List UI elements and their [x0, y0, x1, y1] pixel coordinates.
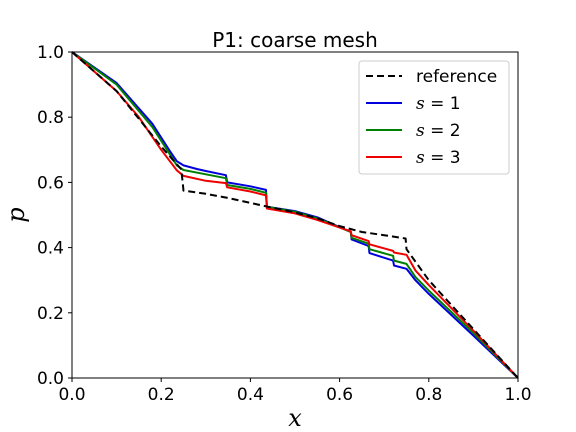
y-tick-label: 1.0 [37, 43, 64, 63]
plot-frame [71, 51, 519, 379]
y-tick-label: 0.0 [37, 369, 64, 389]
x-tick-label: 0.6 [326, 385, 353, 405]
series-line-0 [71, 51, 519, 379]
legend-label-2: s = 2 [416, 121, 461, 141]
y-axis-label: p [2, 207, 30, 222]
x-tick-label: 0.2 [148, 385, 175, 405]
y-tick-label: 0.2 [37, 304, 64, 324]
y-axis-ticks: 0.0 0.2 0.4 0.6 0.8 1.0 [37, 43, 72, 389]
chart-title: P1: coarse mesh [212, 28, 378, 52]
legend: reference s = 1 s = 2 s = 3 [358, 60, 510, 175]
y-tick-label: 0.4 [37, 239, 64, 259]
x-axis-label: x [288, 404, 302, 432]
y-tick-label: 0.6 [37, 173, 64, 193]
x-tick-label: 1.0 [504, 385, 531, 405]
x-axis-ticks: 0.0 0.2 0.4 0.6 0.8 1.0 [58, 378, 532, 405]
series-line-3 [71, 51, 519, 379]
legend-label-1: s = 1 [416, 94, 461, 114]
legend-box [358, 60, 510, 175]
x-tick-label: 0.8 [415, 385, 442, 405]
x-tick-label: 0.4 [237, 385, 264, 405]
plot-lines [71, 51, 519, 379]
legend-label-0: reference [416, 67, 497, 87]
legend-label-3: s = 3 [416, 148, 461, 168]
x-tick-label: 0.0 [58, 385, 85, 405]
y-tick-label: 0.8 [37, 108, 64, 128]
